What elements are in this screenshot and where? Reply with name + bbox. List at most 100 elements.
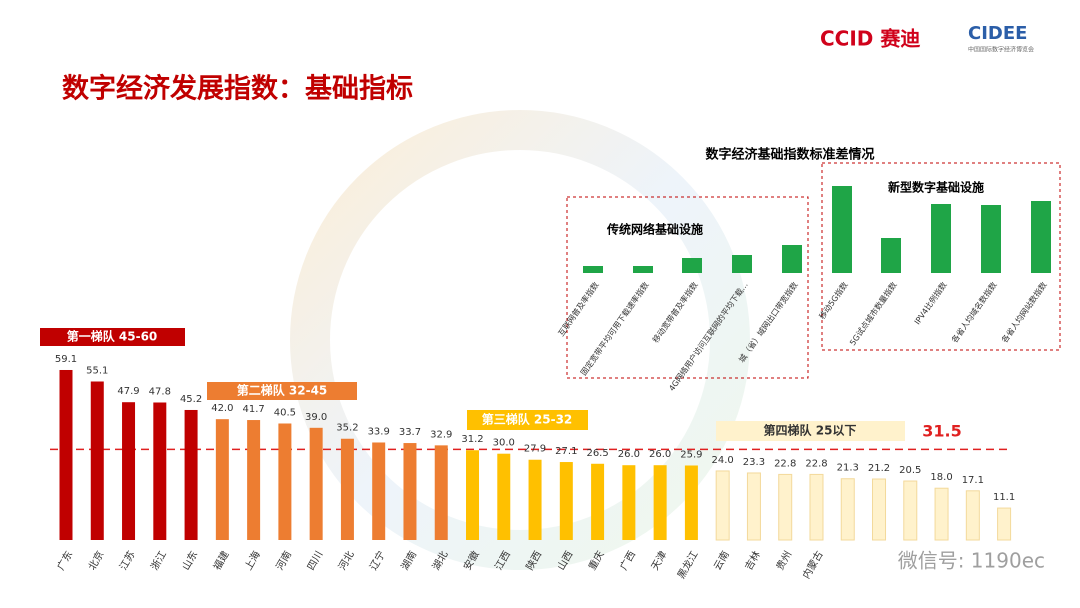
bar: [778, 473, 793, 541]
value-label: 24.0: [712, 455, 734, 466]
bar: [934, 487, 949, 541]
tier-box: [40, 328, 185, 346]
value-label: 45.2: [180, 394, 202, 405]
x-tick-label: 湖南: [398, 549, 419, 573]
value-label: 41.7: [242, 404, 264, 415]
value-label: 31.2: [461, 434, 483, 445]
value-label: 47.8: [149, 386, 171, 397]
bar: [122, 402, 136, 540]
value-label: 17.1: [962, 475, 984, 486]
bar: [591, 463, 605, 540]
bar: [746, 472, 761, 541]
x-tick-label: 广西: [618, 549, 638, 572]
bar: [153, 402, 167, 540]
bar: [633, 266, 653, 273]
watermark: 微信号: 1190ec: [898, 549, 1045, 573]
value-label: 32.9: [430, 429, 452, 440]
value-label: 23.3: [743, 457, 765, 468]
bar: [372, 442, 386, 540]
inset-title: 数字经济基础指数标准差情况: [705, 147, 874, 163]
value-label: 26.0: [618, 449, 640, 460]
x-tick-label: 浙江: [149, 549, 169, 572]
x-tick-label: 上海: [242, 549, 263, 573]
slide-title: 数字经济发展指数：基础指标: [62, 73, 413, 105]
bar: [278, 423, 292, 540]
value-label: 47.9: [117, 386, 139, 397]
tier-box: [716, 421, 905, 441]
bar: [340, 438, 354, 540]
x-tick-label: 各省人均网站数指数: [999, 280, 1048, 345]
bar: [832, 186, 852, 273]
tier-label: 第三梯队 25-32: [482, 412, 573, 427]
x-tick-label: 辽宁: [367, 549, 388, 573]
tier-label: 第四梯队 25以下: [764, 423, 857, 438]
bar: [403, 443, 417, 540]
value-label: 27.1: [555, 446, 577, 457]
value-label: 22.8: [805, 458, 827, 469]
x-tick-label: 河南: [273, 549, 294, 573]
tier-box: [467, 410, 588, 430]
bar: [981, 205, 1001, 273]
x-tick-label: 互联网普及率指数: [556, 280, 601, 338]
value-label: 26.5: [586, 448, 608, 459]
value-label: 26.0: [649, 449, 671, 460]
bar: [931, 204, 951, 273]
x-tick-label: 黑龙江: [674, 549, 700, 581]
bar: [434, 445, 448, 540]
x-tick-label: 河北: [336, 549, 356, 572]
x-tick-label: 移动宽带普及率指数: [650, 280, 699, 345]
value-label: 59.1: [55, 354, 77, 365]
bar: [903, 480, 918, 541]
bar: [881, 238, 901, 273]
value-label: 20.5: [899, 465, 921, 476]
value-label: 42.0: [211, 403, 233, 414]
x-tick-label: 江苏: [116, 549, 137, 573]
bar: [247, 420, 261, 540]
value-label: 30.0: [493, 438, 515, 449]
group-box: [821, 162, 1061, 351]
bar: [184, 409, 198, 540]
tier-label: 第一梯队 45-60: [67, 329, 158, 344]
bar: [965, 490, 980, 541]
x-tick-label: 贵州: [773, 549, 794, 573]
bar: [622, 465, 636, 540]
value-label: 40.5: [274, 407, 296, 418]
x-tick-label: 山东: [179, 549, 200, 573]
value-label: 33.7: [399, 427, 421, 438]
bar: [809, 473, 824, 541]
bar: [782, 245, 802, 273]
expo-subtitle: 中国国际数字经济博览会: [968, 46, 1034, 54]
value-label: 22.8: [774, 458, 796, 469]
value-label: 33.9: [368, 426, 390, 437]
bar: [59, 369, 73, 540]
group-title: 传统网络基础设施: [606, 222, 703, 237]
average-label: 31.5: [922, 422, 961, 441]
bar: [309, 427, 323, 540]
x-tick-label: 天津: [649, 549, 669, 572]
x-tick-label: 福建: [210, 549, 231, 573]
bar: [90, 381, 104, 540]
value-label: 21.2: [868, 463, 890, 474]
bar: [1031, 201, 1051, 273]
x-tick-label: 四川: [306, 550, 326, 573]
bar: [528, 459, 542, 540]
value-label: 11.1: [993, 492, 1015, 503]
value-label: 27.9: [524, 444, 546, 455]
bar: [466, 450, 480, 540]
x-tick-label: IPV4比例指数: [912, 280, 949, 326]
brand: CCID 赛迪: [820, 27, 920, 51]
value-label: 55.1: [86, 365, 108, 376]
tier-box: [207, 382, 357, 400]
bar: [684, 465, 698, 540]
x-tick-label: 广东: [54, 549, 75, 573]
group-title: 新型数字基础设施: [888, 180, 984, 195]
x-tick-label: 内蒙古: [799, 549, 825, 581]
bar: [653, 465, 667, 540]
expo-logo: CIDEE: [968, 23, 1027, 44]
value-label: 21.3: [837, 463, 859, 474]
value-label: 39.0: [305, 412, 327, 423]
bar: [715, 470, 730, 541]
bar: [559, 462, 573, 540]
x-tick-label: 5G试点城市数量指数: [847, 280, 898, 347]
